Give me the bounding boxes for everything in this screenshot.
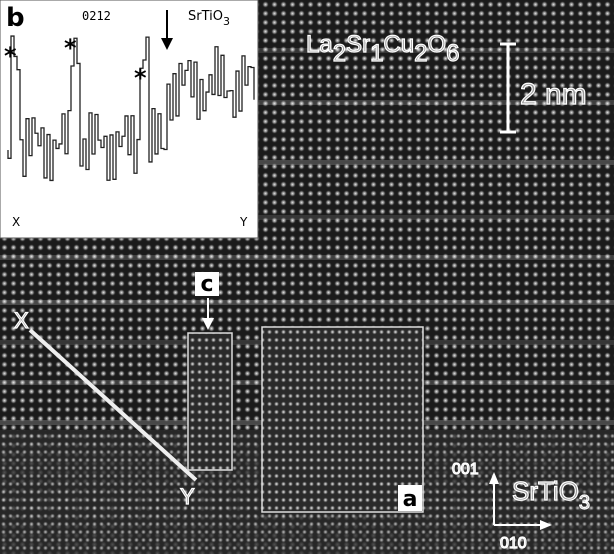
inset-label: b	[6, 3, 25, 33]
bright-row	[0, 300, 614, 305]
text: SrTiO	[188, 9, 223, 24]
inset-panel	[0, 0, 258, 238]
annotation: 0212	[82, 9, 111, 23]
axis-vertical: 001	[452, 461, 479, 478]
text: SrTiO	[512, 476, 579, 506]
element: Sr	[346, 31, 370, 58]
scale-label: 2 nm	[520, 78, 587, 111]
subscript: 3	[579, 492, 590, 514]
micrograph: b 0212 SrTiO3 * * * X Y La2Sr1Cu2O6 2 nm…	[0, 0, 614, 554]
panel-a-region	[262, 327, 423, 512]
start-label: X	[12, 215, 20, 229]
line-end: Y	[180, 484, 195, 509]
micrograph-figure: b 0212 SrTiO3 * * * X Y La2Sr1Cu2O6 2 nm…	[0, 0, 614, 554]
count: 1	[370, 40, 383, 67]
element: O	[427, 31, 446, 58]
subscript: 3	[223, 15, 230, 28]
bright-row	[0, 255, 614, 260]
peak-marker: *	[134, 64, 147, 92]
panel-c-label: c	[200, 272, 213, 297]
panel-a-label: a	[403, 487, 418, 512]
count: 2	[333, 40, 346, 67]
panel-c-region	[188, 333, 232, 470]
end-label: Y	[239, 215, 248, 229]
count: 2	[414, 40, 427, 67]
count: 6	[446, 40, 459, 67]
axis-horizontal: 010	[500, 535, 527, 552]
element: Cu	[383, 31, 414, 58]
peak-marker: *	[4, 42, 17, 70]
peak-marker: *	[64, 34, 77, 62]
line-start: X	[14, 308, 29, 333]
element: La	[306, 31, 333, 58]
